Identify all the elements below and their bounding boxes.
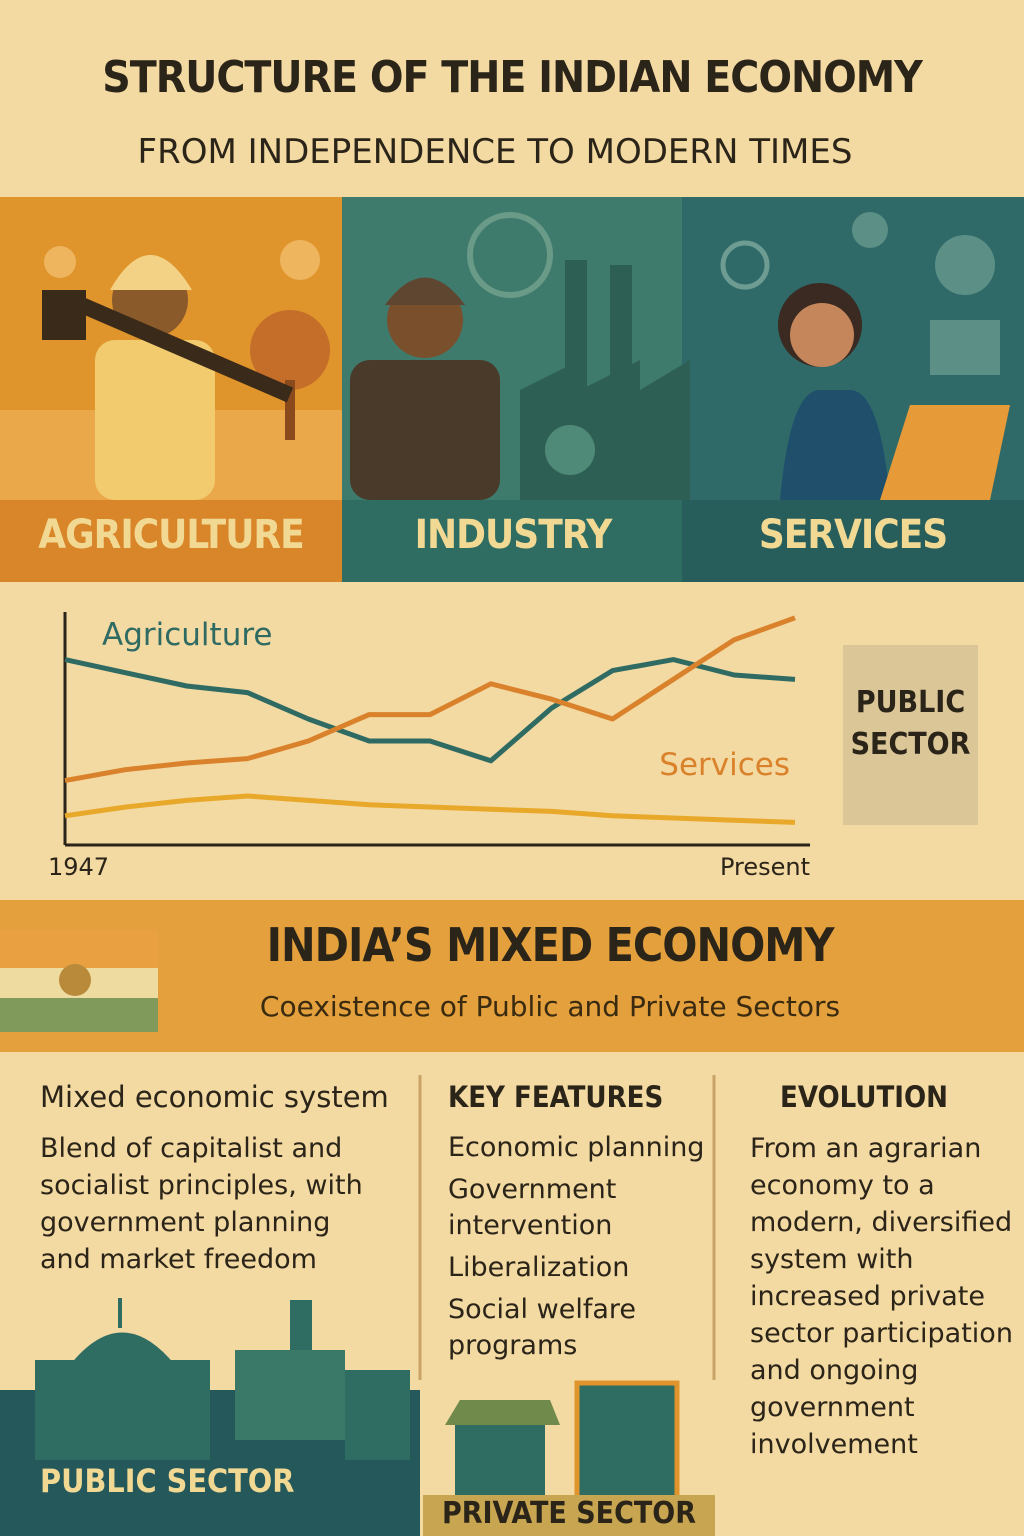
- feature-list: Economic planning Government intervention…: [448, 1130, 708, 1370]
- sector-label: INDUSTRY: [414, 512, 613, 558]
- line-chart: 1947 Present Agriculture Services: [48, 612, 810, 881]
- subtitle: FROM INDEPENDENCE TO MODERN TIMES: [137, 132, 853, 172]
- series-line: [64, 793, 796, 825]
- x-tick-label: 1947: [48, 853, 109, 881]
- section-subtitle: Coexistence of Public and Private Sector…: [259, 990, 841, 1023]
- feature-item: Government intervention: [448, 1174, 617, 1241]
- column-heading: KEY FEATURES: [448, 1080, 664, 1114]
- x-tick-label: Present: [720, 853, 810, 881]
- feature-item: Social welfare programs: [448, 1294, 636, 1361]
- series-label: Services: [659, 747, 790, 783]
- feature-item: Economic planning: [448, 1132, 705, 1163]
- column-heading: EVOLUTION: [780, 1080, 948, 1114]
- chart-note: PUBLIC SECTOR: [850, 685, 971, 762]
- public-label: PUBLIC SECTOR: [40, 1462, 295, 1500]
- series-line: [64, 657, 796, 764]
- sector-label: SERVICES: [758, 512, 948, 558]
- series-label: Agriculture: [102, 617, 273, 653]
- column-text: From an agrarian economy to a modern, di…: [750, 1133, 1013, 1460]
- section-title: INDIA’S MIXED ECONOMY: [266, 918, 835, 972]
- column-heading: Mixed economic system: [40, 1080, 389, 1114]
- column-text: Blend of capitalist and socialist princi…: [40, 1133, 363, 1275]
- feature-item: Liberalization: [448, 1252, 630, 1283]
- sector-label: AGRICULTURE: [38, 512, 304, 558]
- private-label: PRIVATE SECTOR: [441, 1496, 697, 1531]
- series-line: [64, 615, 796, 784]
- title: STRUCTURE OF THE INDIAN ECONOMY: [102, 52, 923, 103]
